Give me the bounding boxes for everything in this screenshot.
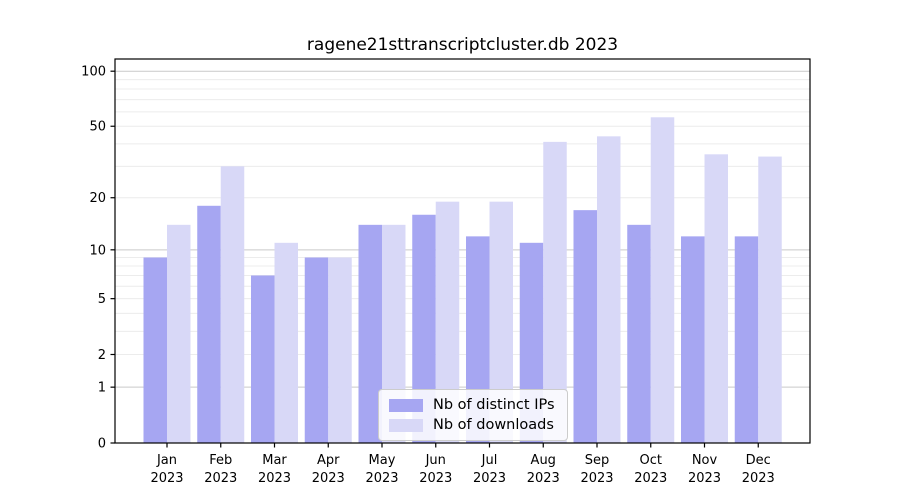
bar-distinct-ips-may [358,224,382,443]
bar-distinct-ips-sep [573,210,597,443]
x-tick-label-year-nov: 2023 [688,471,721,486]
axis-frame [114,58,811,444]
x-tick-label-year-jul: 2023 [473,471,506,486]
bar-downloads-nov [704,154,728,443]
x-tick-label-year-jun: 2023 [419,471,452,486]
x-tick-label-year-oct: 2023 [634,471,667,486]
bar-downloads-dec [758,156,782,443]
y-tick-label-10: 10 [89,243,106,258]
legend-item-downloads: Nb of downloads [389,417,555,433]
bar-downloads-mar [274,242,298,443]
legend: Nb of distinct IPs Nb of downloads [378,389,568,441]
bar-distinct-ips-jun [412,214,436,443]
x-tick-label-year-feb: 2023 [204,471,237,486]
legend-label-distinct-ips: Nb of distinct IPs [433,397,555,413]
bar-downloads-sep [597,136,621,443]
bar-downloads-aug [543,141,567,443]
x-tick-label-month-oct: Oct [640,453,662,468]
y-tick-label-1: 1 [98,381,106,396]
y-tick-label-50: 50 [89,120,106,135]
x-tick-label-year-sep: 2023 [580,471,613,486]
bar-downloads-oct [650,117,675,443]
bar-distinct-ips-apr [304,257,329,443]
x-tick-label-month-jul: Jul [481,453,498,468]
x-tick-label-month-dec: Dec [746,453,771,468]
x-tick-label-year-mar: 2023 [258,471,291,486]
x-tick-label-year-jan: 2023 [150,471,183,486]
x-tick-label-year-apr: 2023 [312,471,345,486]
bar-downloads-may [382,224,406,443]
x-tick-label-month-jun: Jun [425,453,446,468]
y-tick-label-5: 5 [98,292,106,307]
x-tick-label-month-sep: Sep [585,453,610,468]
bar-downloads-jun [435,201,460,443]
bar-distinct-ips-dec [734,236,759,443]
x-tick-label-month-mar: Mar [262,453,287,468]
bar-downloads-jan [167,224,191,443]
legend-swatch-downloads [389,418,423,432]
x-tick-label-month-apr: Apr [317,453,340,468]
bar-distinct-ips-feb [197,205,221,443]
bar-downloads-feb [220,166,245,443]
x-tick-label-year-may: 2023 [365,471,398,486]
x-tick-label-month-nov: Nov [692,453,718,468]
x-tick-label-month-jan: Jan [156,453,177,468]
legend-label-downloads: Nb of downloads [433,417,554,433]
x-tick-label-month-feb: Feb [209,453,232,468]
bar-distinct-ips-oct [627,224,651,443]
y-tick-label-20: 20 [89,191,106,206]
x-tick-label-year-dec: 2023 [742,471,775,486]
legend-swatch-distinct-ips [389,398,423,412]
x-tick-label-year-aug: 2023 [527,471,560,486]
bar-distinct-ips-jan [143,257,167,443]
bar-distinct-ips-mar [251,275,275,443]
bar-downloads-apr [328,257,352,443]
y-tick-label-0: 0 [98,437,106,452]
bar-distinct-ips-nov [681,236,705,443]
y-tick-label-2: 2 [98,348,106,363]
chart-title: ragene21sttranscriptcluster.db 2023 [306,35,619,55]
legend-item-distinct-ips: Nb of distinct IPs [389,397,555,413]
bar-downloads-jul [489,201,513,443]
x-tick-label-month-aug: Aug [531,453,556,468]
x-tick-label-month-may: May [369,453,396,468]
y-tick-label-100: 100 [81,65,106,80]
